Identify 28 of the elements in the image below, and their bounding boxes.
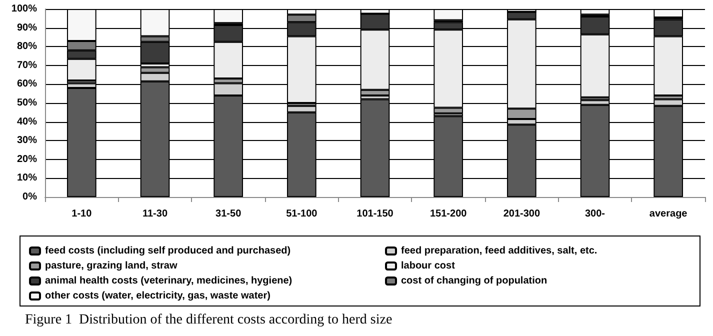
x-tick-label: 11-30 [142, 208, 168, 220]
x-tick-label: 31-50 [216, 208, 242, 220]
y-tick-label: 40% [16, 116, 38, 128]
y-tick-label: 0% [22, 192, 38, 202]
legend-label: cost of changing of population [401, 276, 548, 286]
x-tick-label: 101-150 [356, 208, 394, 220]
x-tick-label: average [649, 208, 688, 220]
legend-label: feed costs (including self produced and purchased) [45, 246, 291, 256]
x-tick-label: 201-300 [503, 208, 540, 220]
legend-label: other costs (water, electricity, gas, waste water) [45, 290, 270, 302]
text: Figure 1 Distribution of the different costs according to herd size [25, 312, 392, 328]
y-tick-label: 50% [16, 98, 38, 108]
y-tick-label: 70% [16, 60, 38, 71]
x-tick-label: 51-100 [286, 208, 318, 220]
y-tick-label: 30% [16, 135, 38, 146]
y-tick-label: 10% [16, 172, 38, 184]
y-tick-label: 90% [16, 22, 38, 34]
x-tick-label: 151-200 [430, 208, 468, 220]
x-tick-label: 300- [584, 208, 606, 220]
legend-label: animal health costs (veterinary, medicines, hygiene) [45, 276, 292, 286]
legend-label: pasture, grazing land, straw [45, 260, 178, 272]
legend-label: feed preparation, feed additives, salt, etc. [401, 246, 598, 256]
y-tick-label: 20% [16, 154, 38, 165]
legend-label: labour cost [401, 260, 456, 272]
x-tick-label: 1-10 [72, 208, 92, 220]
y-tick-label: 100% [11, 4, 38, 14]
y-tick-label: 60% [16, 78, 38, 90]
y-tick-label: 80% [16, 41, 38, 52]
